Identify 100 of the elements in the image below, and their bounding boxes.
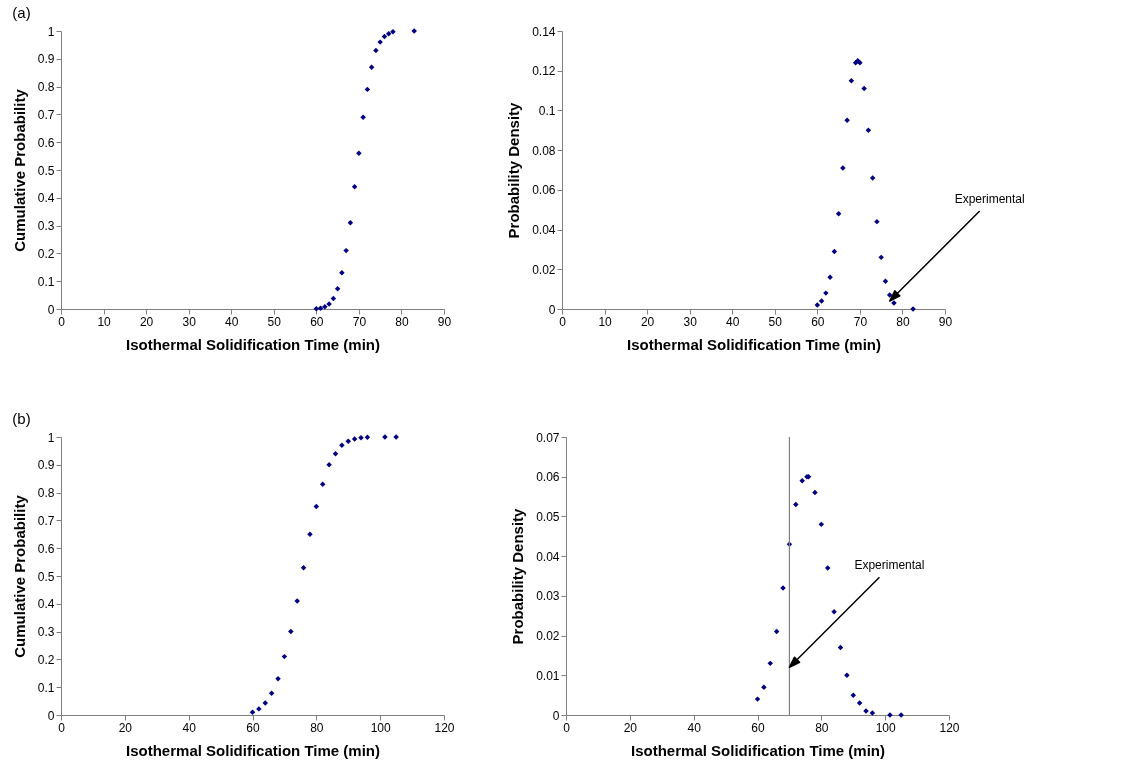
y-axis-title: Probability Density (505, 101, 523, 239)
point (268, 690, 275, 697)
y-axis-title: Cumulative Probability (10, 494, 28, 658)
point (812, 489, 818, 496)
point (319, 481, 326, 487)
y-tick-label: 0.2 (37, 652, 55, 667)
x-tick-label: 40 (225, 314, 239, 329)
x-tick-label: 100 (370, 720, 391, 735)
y-tick-label: 0.1 (37, 680, 55, 695)
x-tick-label: 80 (815, 720, 829, 735)
x-tick-label: 80 (896, 314, 910, 329)
x-tick-label: 70 (352, 314, 367, 329)
point (856, 700, 863, 706)
point (356, 150, 362, 157)
point (844, 117, 850, 124)
point (322, 304, 328, 310)
point (288, 628, 294, 635)
point (767, 660, 774, 667)
point (848, 77, 855, 84)
x-tick-label: 80 (310, 720, 324, 735)
point (377, 39, 383, 45)
y-tick-label: 1 (47, 430, 55, 445)
point (869, 175, 876, 181)
point (364, 434, 371, 441)
y-tick-label: 0.3 (37, 625, 55, 640)
x-tick-label: 20 (640, 314, 655, 329)
x-axis-title: Isothermal Solidification Time (min) (627, 335, 881, 353)
x-tick-label: 20 (118, 720, 133, 735)
point (818, 298, 825, 304)
point (385, 31, 392, 37)
annotation: Experimental (954, 192, 1025, 207)
y-tick-label: 0.04 (532, 223, 556, 238)
y-axis-title: Cumulative Probability (10, 88, 28, 252)
y-tick-label: 0.1 (37, 274, 55, 289)
text: (a) (12, 4, 31, 21)
x-tick-label: 0 (58, 314, 66, 329)
y-tick-label: 0.04 (536, 549, 560, 564)
point (835, 210, 842, 217)
x-axis-title: Isothermal Solidification Time (min) (631, 741, 885, 759)
point (360, 114, 366, 120)
point (861, 85, 867, 92)
point (865, 127, 872, 134)
point (351, 436, 358, 442)
y-tick-label: 0.5 (37, 163, 55, 178)
y-tick-label: 0.05 (536, 509, 560, 524)
y-tick-label: 0.3 (37, 219, 55, 234)
point (882, 278, 889, 284)
y-tick-label: 0.6 (37, 135, 55, 150)
x-tick-label: 30 (182, 314, 197, 329)
point (373, 47, 379, 54)
x-tick-label: 40 (182, 720, 197, 735)
x-axis-title: Isothermal Solidification Time (min) (126, 741, 380, 759)
point (351, 183, 358, 190)
y-tick-label: 0.14 (532, 24, 556, 39)
y-tick-label: 0.9 (37, 52, 55, 67)
point (326, 462, 332, 468)
x-tick-label: 70 (853, 314, 868, 329)
y-tick-label: 0.08 (532, 143, 556, 158)
x-tick-label: 80 (395, 314, 409, 329)
y-tick-label: 0.5 (37, 569, 55, 584)
x-tick-label: 10 (598, 314, 613, 329)
x-tick-label: 50 (768, 314, 783, 329)
point (339, 270, 345, 276)
x-axis-title: Isothermal Solidification Time (min) (126, 335, 380, 353)
x-tick-label: 50 (267, 314, 282, 329)
point (844, 672, 850, 679)
y-tick-label: 0 (47, 708, 55, 723)
y-tick-label: 0.03 (536, 589, 560, 604)
point (878, 254, 884, 261)
point (347, 220, 354, 226)
point (869, 710, 876, 716)
y-tick-label: 0.9 (37, 458, 55, 473)
x-tick-label: 20 (139, 314, 154, 329)
x-tick-label: 90 (938, 314, 953, 329)
point (262, 700, 269, 706)
y-tick-label: 0.06 (532, 183, 556, 198)
point (824, 565, 831, 571)
point (334, 285, 341, 292)
y-tick-label: 0 (552, 708, 560, 723)
y-tick-label: 0 (47, 302, 55, 317)
point (818, 521, 825, 528)
y-tick-label: 0.4 (37, 597, 55, 612)
y-axis-title: Probability Density (509, 507, 527, 645)
x-tick-label: 100 (875, 720, 896, 735)
x-tick-label: 120 (939, 720, 960, 735)
y-tick-label: 0.8 (37, 486, 55, 501)
x-tick-label: 90 (437, 314, 452, 329)
y-tick-label: 0.7 (37, 107, 55, 122)
x-tick-label: 20 (623, 720, 638, 735)
annotation: Experimental (854, 558, 925, 573)
x-tick-label: 0 (58, 720, 66, 735)
point (313, 305, 320, 312)
point (850, 692, 856, 698)
y-tick-label: 0.06 (536, 470, 560, 485)
y-tick-label: 0.4 (37, 191, 55, 206)
point (886, 292, 893, 298)
y-tick-label: 0.2 (37, 246, 55, 261)
x-tick-label: 120 (434, 720, 455, 735)
point (831, 609, 837, 615)
y-tick-label: 0.8 (37, 80, 55, 95)
